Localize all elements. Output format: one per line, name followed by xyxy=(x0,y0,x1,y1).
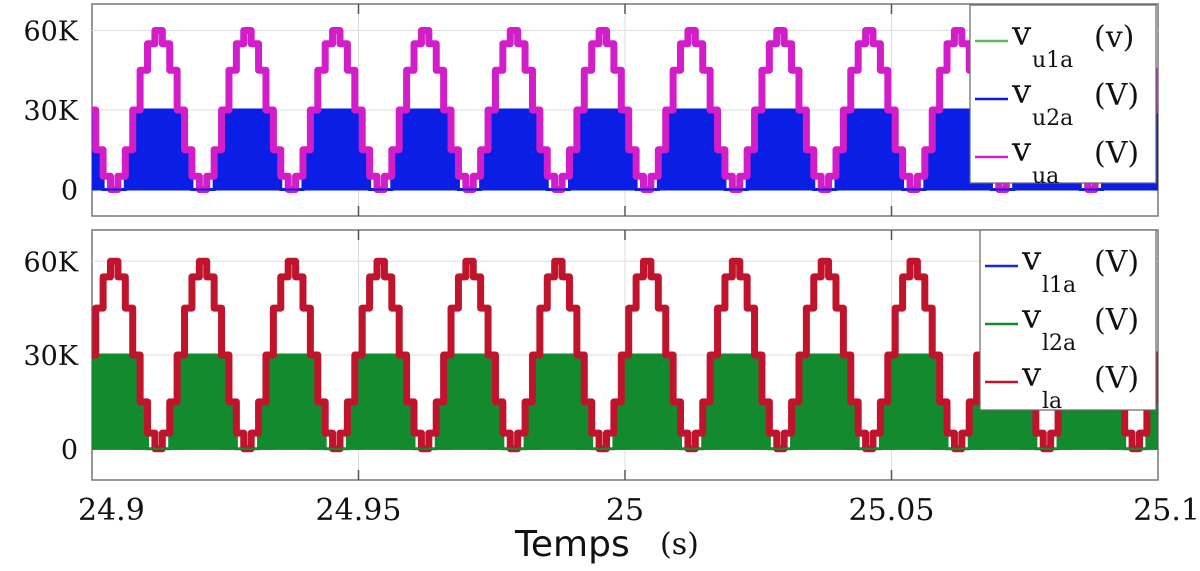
legend-symbol: v xyxy=(1021,355,1042,395)
legend-subscript: u1a xyxy=(1032,48,1073,73)
y-tick-label: 0 xyxy=(61,176,78,207)
y-tick-label: 60K xyxy=(23,17,78,48)
x-axis-label: Temps xyxy=(514,524,630,565)
y-tick-label: 30K xyxy=(23,96,78,127)
legend-unit: (V) xyxy=(1094,136,1139,171)
legend-subscript: u2a xyxy=(1032,106,1073,131)
x-tick-label: 24.9 xyxy=(78,493,145,528)
legend-subscript: ua xyxy=(1032,164,1059,189)
legend-unit: (V) xyxy=(1094,245,1139,280)
legend-symbol: v xyxy=(1011,72,1032,112)
legend-unit: (V) xyxy=(1094,361,1139,396)
x-tick-label: 25.1 xyxy=(1133,493,1200,528)
x-tick-label: 24.95 xyxy=(316,493,402,528)
legend-symbol: v xyxy=(1011,14,1032,54)
y-tick-label: 30K xyxy=(23,341,78,372)
legend-symbol: v xyxy=(1011,130,1032,170)
legend-unit: (v) xyxy=(1094,20,1134,55)
legend-box xyxy=(979,229,1157,411)
legend-unit: (V) xyxy=(1094,303,1139,338)
legend-symbol: v xyxy=(1021,239,1042,279)
legend-subscript: l1a xyxy=(1042,273,1076,298)
y-tick-label: 60K xyxy=(23,247,78,278)
y-tick-label: 0 xyxy=(61,435,78,466)
legend-subscript: l2a xyxy=(1042,331,1076,356)
x-tick-label: 25 xyxy=(606,493,644,528)
x-tick-label: 25.05 xyxy=(849,493,935,528)
legend-unit: (V) xyxy=(1094,78,1139,113)
legend-symbol: v xyxy=(1021,297,1042,337)
legend-box xyxy=(969,4,1157,184)
x-axis-unit: (s) xyxy=(660,527,699,562)
legend-subscript: la xyxy=(1042,389,1062,414)
